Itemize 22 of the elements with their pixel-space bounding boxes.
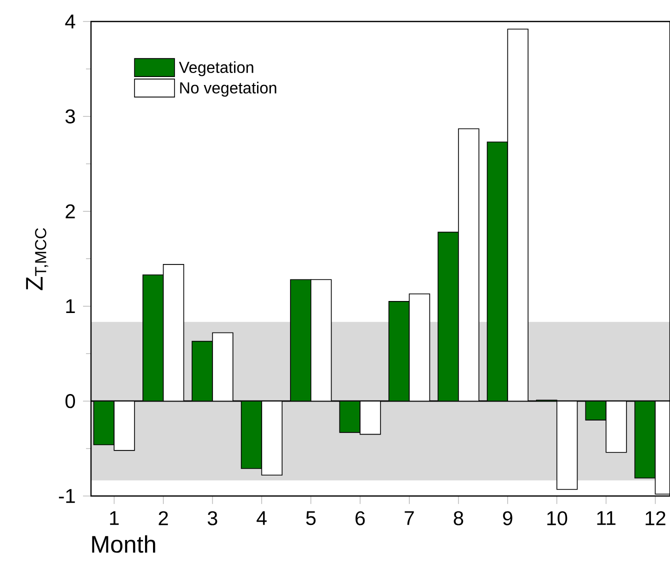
y-tick-label: 0 [65,394,76,408]
y-tick-label: 3 [65,109,75,124]
x-tick-label: 8 [454,511,464,526]
y-axis-title: Z$_{T,MCC}$ [26,228,48,290]
x-tick-label: 10 [547,511,568,526]
y-tick-label: 4 [65,14,76,28]
x-tick-label: 3 [208,511,218,526]
x-tick-label: 12 [646,511,666,526]
y-tick-label: -1 [58,489,75,503]
x-axis-title: Month [92,535,156,553]
x-tick-label: 1 [110,511,119,525]
x-tick-label: 9 [503,511,512,526]
y-tick-label: 1 [66,299,75,314]
x-tick-label: 5 [306,511,316,526]
x-tick-label: 7 [404,511,414,525]
legend-label: Vegetation [178,61,254,76]
x-tick-label: 2 [158,511,168,526]
legend-label: No vegetation [180,82,276,97]
y-tick-label: 2 [66,204,75,218]
x-tick-label: 4 [256,511,267,525]
x-tick-label: 11 [597,511,616,525]
x-tick-label: 6 [356,511,365,526]
